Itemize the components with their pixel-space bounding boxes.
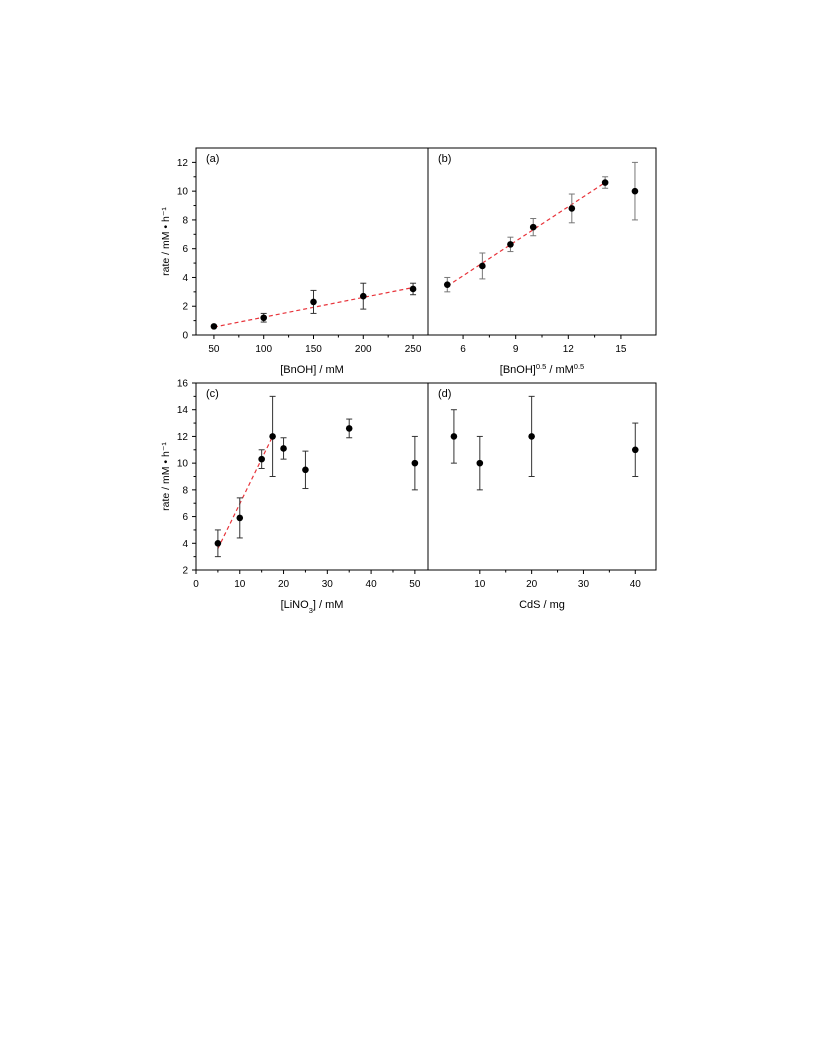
y-tick-label: 10 (177, 187, 189, 198)
data-point (450, 433, 458, 440)
x-tick-label: 200 (355, 344, 372, 355)
data-point (310, 298, 317, 306)
x-axis-label-part: [LiNO (281, 599, 310, 611)
x-tick-label: 15 (615, 344, 627, 355)
data-point (409, 285, 417, 293)
x-axis-label-part: [BnOH] (500, 364, 536, 376)
x-tick-label: 40 (630, 579, 642, 590)
y-tick-label: 2 (182, 302, 188, 313)
panel-label: (d) (438, 388, 451, 400)
y-axis-label: rate / mM • h⁻¹ (160, 442, 172, 511)
data-point (236, 514, 244, 522)
y-tick-label: 16 (177, 379, 189, 390)
y-tick-label: 12 (177, 432, 189, 443)
x-tick-label: 10 (474, 579, 486, 590)
x-tick-label: 9 (513, 344, 519, 355)
data-point (568, 205, 576, 212)
x-axis-label-part: CdS / mg (519, 599, 565, 611)
y-tick-label: 14 (177, 405, 189, 416)
data-point (529, 223, 537, 231)
x-tick-label: 30 (578, 579, 590, 590)
data-point (260, 314, 268, 322)
plot-frame-b (427, 147, 657, 336)
fit-line (446, 182, 606, 287)
x-axis-label: CdS / mg (519, 599, 565, 611)
y-tick-label: 2 (182, 566, 188, 577)
x-tick-label: 6 (460, 344, 466, 355)
data-point (443, 281, 451, 288)
panel-a: 50 100 150 200 250 0 2 4 6 8 10 12 (a) rate / mM • h⁻… (160, 147, 429, 376)
x-tick-label: 50 (409, 579, 421, 590)
x-axis-label: [BnOH]0.5 / mM0.5 (500, 362, 584, 377)
x-tick-label: 10 (234, 579, 246, 590)
x-tick-label: 100 (255, 344, 272, 355)
x-tick-label: 50 (208, 344, 220, 355)
panel-d: 10 20 30 40 (d) CdS / mg (427, 382, 657, 611)
y-tick-label: 12 (177, 158, 189, 169)
y-axis-label: rate / mM • h⁻¹ (160, 207, 172, 276)
data-point (631, 187, 639, 195)
data-point (528, 433, 535, 440)
y-tick-label: 6 (182, 244, 188, 255)
y-tick-label: 4 (182, 539, 188, 550)
x-tick-label: 150 (305, 344, 322, 355)
x-tick-label: 0 (193, 579, 199, 590)
y-tick-label: 8 (182, 485, 188, 496)
y-tick-label: 8 (182, 215, 188, 226)
plot-frame-c (195, 382, 429, 571)
x-axis-label-part: [BnOH] / mM (280, 364, 344, 376)
plot-frame-d (427, 382, 657, 571)
x-tick-label: 30 (322, 579, 334, 590)
data-point (479, 262, 486, 270)
x-axis-label: [LiNO3] / mM (281, 599, 344, 615)
x-axis-label-part: 0.5 (574, 362, 584, 371)
data-point (476, 459, 484, 467)
panel-c: 0 10 20 30 40 50 2 4 6 8 10 12 14 16 (c) rate / mM • h⁻… (160, 379, 429, 615)
x-tick-label: 40 (366, 579, 378, 590)
panel-b: 6 9 12 15(b)[BnOH]0.5 / mM0.5 (427, 147, 657, 377)
y-tick-label: 0 (182, 331, 188, 342)
data-point (214, 539, 222, 547)
data-point (302, 466, 309, 474)
y-tick-label: 4 (182, 273, 188, 284)
x-axis-label-part: 3 (309, 606, 313, 615)
x-axis-label-part: ] / mM (313, 599, 344, 611)
fit-line (217, 436, 274, 549)
data-point (280, 445, 287, 452)
panel-label: (c) (206, 388, 219, 400)
panel-label: (a) (206, 153, 219, 165)
x-tick-label: 20 (526, 579, 538, 590)
plot-frame-a (195, 147, 429, 336)
data-point (601, 179, 609, 186)
x-axis-label: [BnOH] / mM (280, 364, 344, 376)
data-point (345, 425, 353, 432)
data-point (210, 323, 218, 330)
panel-label: (b) (438, 153, 451, 165)
x-tick-label: 20 (278, 579, 290, 590)
data-point (507, 241, 514, 248)
data-point (269, 433, 276, 440)
data-point (258, 455, 265, 463)
data-point (631, 446, 639, 454)
x-tick-label: 12 (563, 344, 575, 355)
x-axis-label-part: / mM (546, 364, 574, 376)
x-axis-label-part: 0.5 (536, 362, 546, 371)
data-point (411, 459, 419, 467)
x-tick-label: 250 (405, 344, 422, 355)
data-point (359, 292, 367, 300)
y-tick-label: 6 (182, 512, 188, 523)
y-tick-label: 10 (177, 459, 189, 470)
